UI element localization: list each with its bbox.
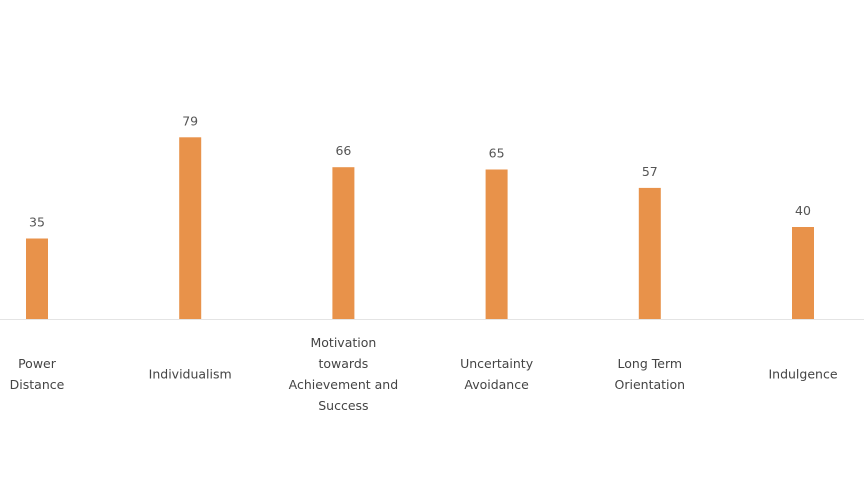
bar: [179, 137, 202, 319]
value-label: 35: [29, 215, 45, 230]
bar: [485, 169, 508, 319]
category-label: Individualism: [148, 366, 232, 382]
bar: [638, 187, 661, 319]
value-label: 79: [182, 113, 198, 128]
category-label: Long Term Orientation: [614, 356, 686, 392]
bar: [792, 227, 814, 319]
category-label: Power Distance: [9, 356, 65, 392]
bar: [332, 167, 355, 319]
value-label: 65: [489, 146, 505, 161]
value-label: 57: [642, 164, 658, 179]
category-label: Indulgence: [768, 366, 838, 382]
value-label: 40: [795, 203, 811, 218]
value-label: 66: [335, 143, 351, 158]
bar: [26, 238, 48, 319]
category-label: Uncertainty Avoidance: [460, 356, 534, 392]
category-label: Motivation towards Achievement and Succe…: [288, 335, 399, 413]
